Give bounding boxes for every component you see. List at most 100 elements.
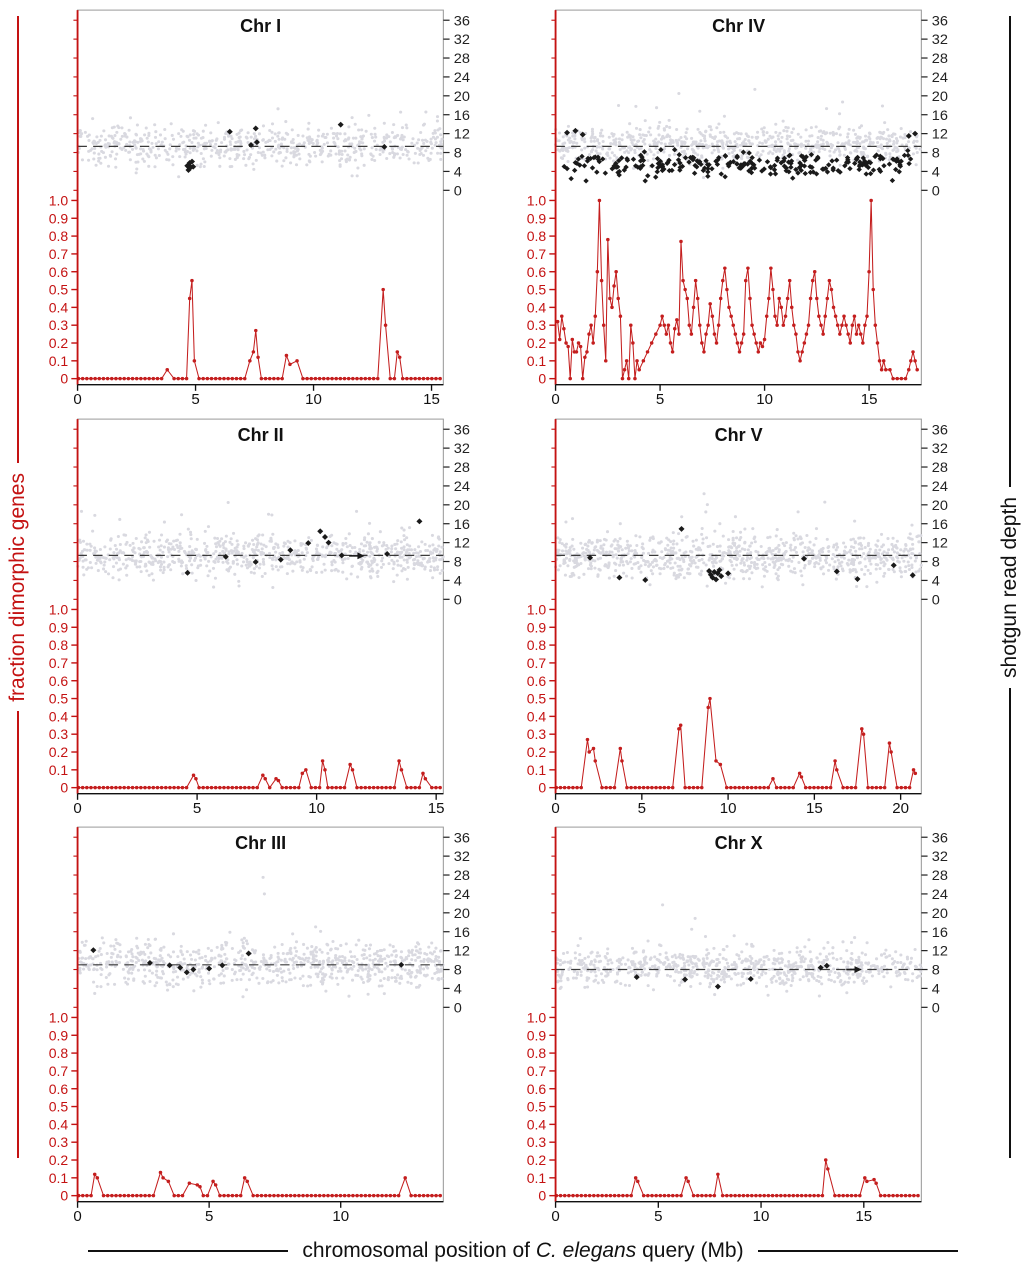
svg-text:0.7: 0.7 [49,246,68,262]
left-axis-label: fraction dimorphic genes [6,472,29,702]
svg-text:28: 28 [454,460,470,476]
chr-ii-title: Chr II [237,424,284,445]
svg-text:0.6: 0.6 [527,673,547,689]
chr-iii-title: Chr III [235,833,287,854]
svg-text:10: 10 [308,801,325,816]
x-axis-label-pre: chromosomal position of [302,1239,536,1262]
svg-text:12: 12 [932,536,948,552]
svg-text:16: 16 [932,517,948,533]
svg-text:32: 32 [454,441,470,457]
chart-panel-chr-v: 1.0 0.9 0.8 0.7 0.6 0.5 0.4 0.3 0.2 0.1 0 36 32 28 24 2… [514,411,992,816]
svg-text:0.1: 0.1 [49,353,69,369]
svg-text:0: 0 [454,184,462,200]
svg-text:28: 28 [932,460,948,476]
svg-text:5: 5 [656,392,664,407]
svg-text:36: 36 [454,422,470,438]
red-series [76,278,442,381]
svg-text:10: 10 [756,392,773,407]
svg-text:8: 8 [932,554,940,570]
svg-text:5: 5 [191,392,199,407]
black-scatter [90,947,405,976]
black-scatter [184,121,388,173]
svg-text:0.4: 0.4 [527,708,547,724]
svg-text:8: 8 [454,963,462,979]
svg-text:0: 0 [73,801,81,816]
svg-text:4: 4 [932,573,940,589]
svg-text:0.9: 0.9 [527,619,547,635]
svg-text:16: 16 [454,517,470,533]
panel-grid: 1.0 0.9 0.8 0.7 0.6 0.5 0.4 0.3 0.2 0.1 0 36 32 28 24 2… [36,2,992,1228]
chr-iv-title: Chr IV [712,16,766,36]
svg-text:10: 10 [332,1209,349,1224]
svg-text:0.5: 0.5 [49,690,69,706]
red-series [554,696,918,790]
svg-text:12: 12 [454,944,470,960]
chr-i-title: Chr I [240,16,282,36]
gray-scatter [554,491,923,589]
right-axis-rule-bottom [1009,687,1011,1159]
chart-panel-chr-iii: 1.0 0.9 0.8 0.7 0.6 0.5 0.4 0.3 0.2 0.1 0 36 32 28 24 2… [36,819,514,1224]
svg-text:0.7: 0.7 [527,655,546,671]
svg-text:0.2: 0.2 [527,744,546,760]
svg-text:0.3: 0.3 [49,1135,69,1151]
svg-text:0.4: 0.4 [527,300,547,316]
svg-text:0.7: 0.7 [49,655,68,671]
svg-text:28: 28 [932,51,948,67]
svg-text:0.5: 0.5 [527,282,547,298]
svg-text:0.6: 0.6 [49,1081,69,1097]
svg-text:0.4: 0.4 [49,1117,69,1133]
svg-text:36: 36 [932,422,948,438]
svg-text:0.6: 0.6 [527,264,547,280]
caption-rule-left [88,1250,289,1252]
svg-text:0.8: 0.8 [49,637,69,653]
svg-text:0: 0 [538,371,546,387]
svg-text:0.2: 0.2 [49,744,68,760]
left-axis-rule: fraction dimorphic genes [0,2,36,1228]
svg-text:15: 15 [428,801,445,816]
black-scatter [561,127,919,184]
gray-scatter [77,876,445,999]
svg-text:0: 0 [60,780,68,796]
red-series [76,1171,442,1198]
chart-panel-chr-i: 1.0 0.9 0.8 0.7 0.6 0.5 0.4 0.3 0.2 0.1 0 36 32 28 24 2… [36,2,514,407]
svg-text:8: 8 [454,146,462,162]
svg-text:0.6: 0.6 [49,264,69,280]
svg-text:1.0: 1.0 [49,193,69,209]
svg-text:36: 36 [454,831,470,847]
svg-text:0.5: 0.5 [49,1099,69,1115]
svg-text:0: 0 [551,801,559,816]
red-series [554,1158,920,1198]
svg-text:4: 4 [454,573,462,589]
svg-text:1.0: 1.0 [49,1010,69,1026]
svg-text:20: 20 [454,906,470,922]
svg-text:28: 28 [454,869,470,885]
svg-text:0.3: 0.3 [49,317,69,333]
chr-iii-plot: 1.0 0.9 0.80.7 0.6 0.5 0.4 0.3 0.20.1 0 36 32 28 24 2… [49,826,470,1224]
left-axis-rule-top [17,16,19,463]
chr-i-plot: 1.0 0.90.8 0.7 0.6 0.5 0.40.3 0.2 0.1 0 36 32 28 24 2… [49,9,470,407]
svg-text:36: 36 [932,13,948,29]
svg-text:0.1: 0.1 [49,762,69,778]
svg-text:12: 12 [932,127,948,143]
svg-text:4: 4 [454,982,462,998]
svg-text:15: 15 [806,801,823,816]
svg-text:36: 36 [454,13,470,29]
svg-text:0.7: 0.7 [49,1063,68,1079]
svg-text:16: 16 [454,925,470,941]
svg-text:0.4: 0.4 [49,300,69,316]
svg-text:10: 10 [305,392,322,407]
svg-text:0.1: 0.1 [527,353,547,369]
svg-text:15: 15 [423,392,440,407]
svg-text:1.0: 1.0 [527,193,547,209]
svg-text:0.8: 0.8 [527,637,547,653]
svg-text:0.2: 0.2 [49,335,68,351]
svg-text:0.9: 0.9 [49,1028,69,1044]
chart-panel-chr-iv: 1.0 0.9 0.8 0.7 0.6 0.5 0.4 0.3 0.2 0.1 0 36 32 28 24 2… [514,2,992,407]
svg-text:0: 0 [454,592,462,608]
chr-x-title: Chr X [714,833,763,854]
svg-text:0.6: 0.6 [49,673,69,689]
chr-iv-plot: 1.0 0.90.8 0.7 0.6 0.5 0.40.3 0.2 0.1 0 36 32 28 24 2… [527,9,948,407]
svg-text:0: 0 [60,1188,68,1204]
chr-x-plot: 1.00.90.80.70.60.50.40.30.20.10363228242… [527,826,948,1224]
svg-text:0.8: 0.8 [49,228,69,244]
